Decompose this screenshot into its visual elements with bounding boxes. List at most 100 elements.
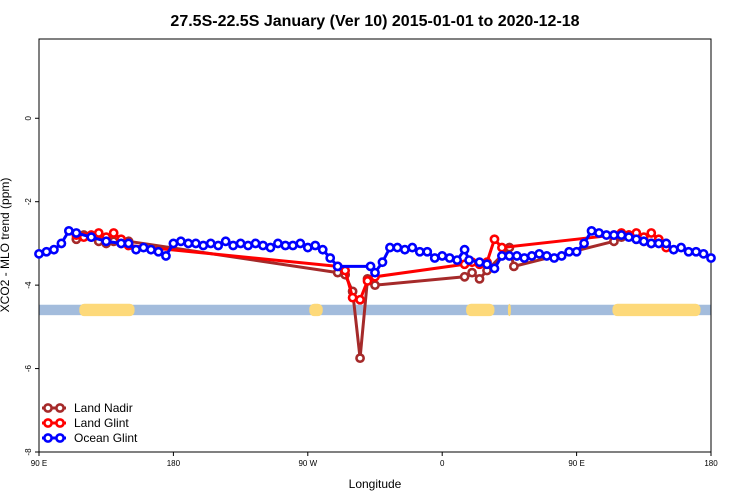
data-point [623,232,634,243]
data-point [71,228,82,238]
x-tick-label: 180 [704,459,718,468]
data-point [340,265,351,276]
data-point [347,292,358,303]
y-tick-label: 0 [24,115,33,120]
data-point [56,238,67,249]
x-tick-label: 180 [167,459,181,468]
data-point [377,257,388,268]
data-point [332,261,343,272]
data-point [437,251,448,261]
legend-label: Land Glint [74,416,129,430]
data-point [183,238,194,249]
data-point [317,244,328,255]
legend-swatch-marker [43,433,53,443]
y-tick-label: -4 [24,281,33,289]
data-point [706,253,716,263]
data-point [161,251,171,261]
legend-swatch-marker [55,433,65,443]
data-point [273,238,283,249]
data-point [131,244,141,255]
data-point [541,251,552,261]
data-point [34,248,44,259]
land-segment [612,303,701,317]
data-point [474,273,485,284]
data-point [235,238,246,249]
data-point [365,261,376,272]
legend-swatch-marker [55,418,65,428]
x-tick-label: 90 E [31,459,47,468]
legend-item-ocean-glint: Ocean Glint [42,431,138,445]
x-axis-label: Longitude [349,477,402,491]
ocean-band [39,304,711,316]
data-point [508,261,519,272]
data-point [519,253,530,263]
data-point [287,240,298,251]
land-segment [79,303,135,317]
y-tick-label: -8 [24,448,33,456]
data-point [101,236,112,247]
data-point [355,353,365,364]
data-point [362,276,373,286]
data-point [526,251,537,261]
data-point [646,238,657,249]
data-point [41,246,52,257]
data-point [511,251,522,261]
data-point [325,253,336,263]
data-point [138,242,149,253]
data-point [452,255,463,266]
data-point [676,242,687,253]
data-point [638,236,649,247]
data-point [153,246,164,257]
data-point [464,255,474,266]
data-point [653,238,664,249]
data-point [691,246,701,257]
data-point [280,240,291,251]
data-point [444,253,455,263]
data-point [220,236,231,247]
y-axis-label: XCO2 - MLO trend (ppm) [0,178,12,313]
legend-swatch-marker [43,403,53,413]
data-point [399,244,410,255]
legend-label: Ocean Glint [74,431,138,445]
data-point [579,238,589,249]
legend-label: Land Nadir [74,401,133,415]
data-point [556,251,567,261]
data-point [549,253,560,263]
data-point [683,246,694,257]
series-ocean-glint [34,225,716,278]
data-point [258,240,268,251]
data-point [571,246,582,257]
x-tick-label: 0 [440,459,445,468]
chart-title: 27.5S-22.5S January (Ver 10) 2015-01-01 … [170,13,579,30]
data-point [228,240,239,251]
y-tick-label: -6 [24,364,33,372]
land-segment [309,303,323,317]
data-point [609,230,619,240]
data-point [422,246,433,257]
legend-item-land-glint: Land Glint [42,416,129,430]
data-point [370,267,380,278]
data-point [594,228,604,238]
data-point [661,238,672,249]
data-point [497,251,507,261]
data-point [631,234,642,245]
data-point [93,228,104,238]
data-point [601,230,612,240]
data-point [616,230,627,240]
land-ocean-strip [39,303,711,317]
data-point [489,263,500,274]
data-point [668,244,679,255]
data-point [429,253,440,263]
data-point [265,242,276,253]
data-point [474,257,485,268]
data-point [564,246,575,257]
data-point [243,240,253,251]
land-segment [466,303,495,317]
data-point [407,242,418,253]
data-point [504,251,515,261]
data-point [370,280,380,291]
data-point [698,248,709,259]
data-point [250,238,261,249]
plot-frame [38,38,712,453]
